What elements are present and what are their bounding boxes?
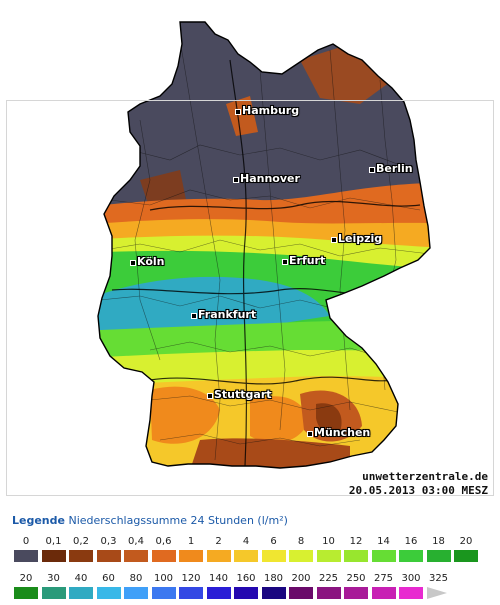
legend-row2-swatch (206, 587, 231, 599)
legend-row2-label: 60 (102, 573, 115, 584)
legend-row2-label: 120 (181, 573, 201, 584)
legend-row2-label: 250 (346, 573, 366, 584)
legend-row2-label: 225 (318, 573, 339, 584)
legend-row1-label: 0,4 (128, 536, 144, 547)
legend-row1-swatch (454, 550, 478, 562)
legend-row1-swatch (426, 550, 451, 562)
city-marker-muenchen (307, 431, 313, 437)
legend-heading: Legende (12, 514, 65, 527)
legend-row1-swatch (69, 550, 93, 562)
city-label-berlin: Berlin (376, 162, 413, 175)
legend-row1-swatch (289, 550, 313, 562)
legend-row1-swatch (261, 550, 286, 562)
legend-row2-swatch (371, 587, 396, 599)
city-marker-berlin (369, 167, 375, 173)
legend-row2-label: 325 (428, 573, 449, 584)
legend-row1-label: 0,3 (100, 536, 117, 547)
city-marker-stuttgart (207, 393, 213, 399)
legend-row1-swatch (344, 550, 368, 562)
legend-row1-label: 14 (377, 536, 390, 547)
legend-row1-swatch (234, 550, 258, 562)
legend-row2-swatch (96, 587, 121, 599)
legend-row2-swatch (124, 587, 148, 599)
legend-row1-swatch (316, 550, 341, 562)
legend-row2-swatch (426, 587, 447, 599)
legend-description: Niederschlagssumme 24 Stunden (68, 514, 254, 527)
legend-row1-label: 2 (215, 536, 222, 547)
city-label-leipzig: Leipzig (338, 232, 383, 245)
legend-row2-swatch (151, 587, 176, 599)
map-timestamp: 20.05.2013 03:00 MESZ (348, 484, 488, 497)
legend-row1-label: 4 (242, 536, 250, 547)
legend-row1-swatch (14, 550, 38, 562)
legend-row2-label: 40 (74, 573, 88, 584)
legend-row2-label: 275 (373, 573, 394, 584)
legend-row2-label: 80 (129, 573, 143, 584)
legend-row1-label: 1 (187, 536, 195, 547)
city-label-muenchen: München (314, 426, 371, 439)
legend-row2-swatch (69, 587, 93, 599)
legend-unit: (l/m²) (257, 514, 288, 527)
source-site: unwetterzentrale.de (362, 470, 488, 483)
legend-row1-swatch (124, 550, 148, 562)
city-label-koeln: Köln (137, 255, 165, 268)
legend-row2-label: 100 (153, 573, 174, 584)
city-marker-leipzig (331, 237, 337, 243)
legend-row2-swatch (399, 587, 423, 599)
city-marker-koeln (130, 260, 136, 266)
legend-row1-swatch (96, 550, 121, 562)
legend-row2-label: 30 (47, 573, 60, 584)
legend-row1-swatch (206, 550, 231, 562)
city-label-erfurt: Erfurt (289, 254, 326, 267)
legend-row1-label: 6 (270, 536, 277, 547)
legend-row2-label: 20 (19, 573, 33, 584)
legend-row2-swatch (316, 587, 341, 599)
legend-row2-label: 300 (401, 573, 421, 584)
legend-row2-swatch (41, 587, 66, 599)
legend-row1-swatch (179, 550, 203, 562)
legend-row1-swatch (41, 550, 66, 562)
city-label-hamburg: Hamburg (242, 104, 300, 117)
legend-row1-label: 12 (349, 536, 363, 547)
city-label-hannover: Hannover (240, 172, 300, 185)
legend-row1-swatch (399, 550, 423, 562)
legend-row1-label: 16 (404, 536, 418, 547)
city-label-frankfurt: Frankfurt (198, 308, 257, 321)
legend-row2-label: 160 (236, 573, 256, 584)
legend-row1-label: 0,6 (155, 536, 172, 547)
city-label-stuttgart: Stuttgart (214, 388, 272, 401)
legend-row2-swatch (234, 587, 258, 599)
legend-row2-label: 140 (208, 573, 229, 584)
legend-row1-label: 18 (432, 536, 445, 547)
city-marker-hannover (233, 177, 239, 183)
legend-row1-label: 10 (322, 536, 335, 547)
legend-row1-label: 20 (459, 536, 473, 547)
legend-row1-swatch (151, 550, 176, 562)
city-marker-hamburg (235, 109, 241, 115)
map-source: unwetterzentrale.de 20.05.2013 03:00 MES… (349, 470, 488, 498)
legend-row2-swatch (179, 587, 203, 599)
legend-row2-swatch (289, 587, 313, 599)
legend-row2-swatch (14, 587, 38, 599)
legend-row1-label: 0 (22, 536, 30, 547)
legend-row2-label: 200 (291, 573, 311, 584)
legend-row1-swatch (371, 550, 396, 562)
legend-row1-label: 0,2 (73, 536, 89, 547)
city-marker-frankfurt (191, 313, 197, 319)
legend-row2-swatch (344, 587, 368, 599)
city-marker-erfurt (282, 259, 288, 265)
legend-title: Legende Niederschlagssumme 24 Stunden (l… (12, 514, 288, 527)
legend-row1-label: 0,1 (45, 536, 62, 547)
precipitation-map (97, 21, 431, 469)
legend-row1-label: 8 (297, 536, 305, 547)
legend-row2-swatch (261, 587, 286, 599)
legend-row2-label: 180 (263, 573, 284, 584)
